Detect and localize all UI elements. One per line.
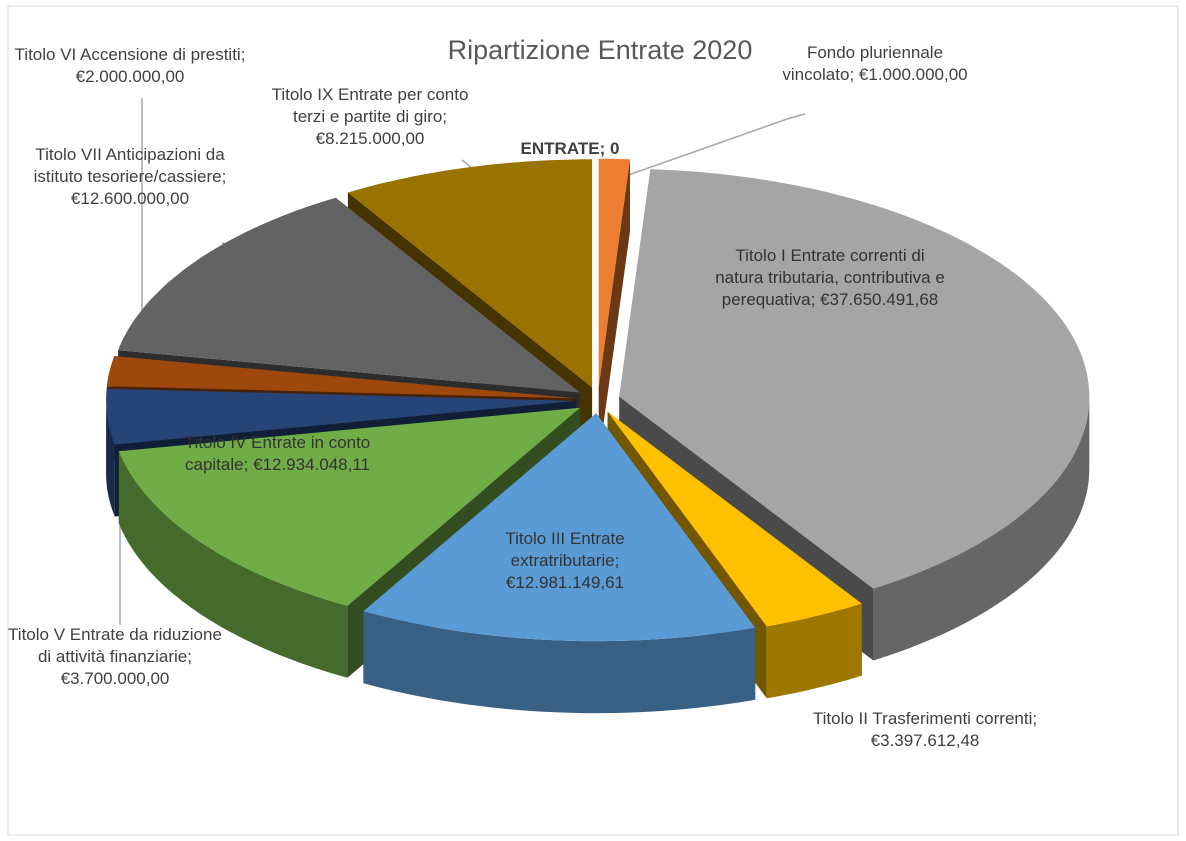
slice — [347, 159, 593, 388]
slice — [607, 411, 862, 627]
label-category: Titolo II Trasferimenti correnti — [812, 709, 1033, 728]
data-label-text: Titolo VII Anticipazioni da istituto tes… — [25, 144, 235, 210]
slice — [106, 356, 577, 399]
label-separator: ; — [221, 167, 227, 186]
slice — [106, 388, 577, 445]
label-separator: ; — [1032, 709, 1038, 728]
data-labels: ENTRATE; 0 Fondo pluriennale vincolato; €… — [5, 42, 1050, 752]
label-value: €12.600.000,00 — [70, 189, 190, 208]
data-label: Titolo IX Entrate per conto terzi e part… — [255, 84, 485, 150]
label-category: ENTRATE — [520, 139, 600, 158]
label-value: €3.397.612,48 — [870, 731, 980, 750]
data-label: Titolo III Entrate extratributarie; €12.… — [465, 528, 665, 594]
label-separator: ; — [240, 45, 246, 64]
data-label: ENTRATE; 0 — [500, 138, 640, 160]
slice-side — [118, 451, 348, 678]
data-label-text: Titolo IX Entrate per conto terzi e part… — [255, 84, 485, 150]
slice — [363, 413, 756, 642]
label-category: Titolo III Entrate extratributarie — [505, 529, 625, 570]
data-label-text: Titolo IV Entrate in conto capitale; €12… — [180, 432, 375, 476]
label-separator: ; — [442, 107, 448, 126]
chart-title: Ripartizione Entrate 2020 — [448, 35, 753, 65]
label-category: Fondo pluriennale vincolato — [782, 43, 944, 84]
label-category: Titolo IV Entrate in conto capitale — [184, 433, 371, 474]
data-label: Titolo V Entrate da riduzione di attivit… — [5, 624, 225, 690]
label-value: €2.000.000,00 — [75, 67, 185, 86]
data-label: Titolo VII Anticipazioni da istituto tes… — [25, 144, 235, 210]
slice — [118, 197, 580, 393]
slice-side — [598, 159, 630, 459]
leader-line — [619, 113, 806, 179]
label-category: Titolo VII Anticipazioni da istituto tes… — [33, 145, 225, 186]
label-value: 0 — [609, 139, 620, 158]
slice — [118, 407, 581, 606]
data-label: Titolo VI Accensione di prestiti; €2.000… — [5, 44, 255, 88]
slice-side — [873, 396, 1090, 661]
label-category: Titolo I Entrate correnti di natura trib… — [715, 246, 945, 309]
data-label-text: Titolo III Entrate extratributarie; €12.… — [465, 528, 665, 594]
label-separator: ; — [599, 139, 606, 158]
label-separator: ; — [849, 65, 855, 84]
label-value: €12.981.149,61 — [505, 573, 625, 592]
slice — [619, 169, 1090, 589]
data-label-text: Titolo V Entrate da riduzione di attivit… — [5, 624, 225, 690]
slice-side — [106, 400, 115, 517]
data-label-text: Titolo II Trasferimenti correnti; €3.397… — [800, 708, 1050, 752]
data-label: Fondo pluriennale vincolato; €1.000.000,… — [770, 42, 980, 86]
label-value: €3.700.000,00 — [60, 669, 170, 688]
slice-side — [766, 603, 862, 699]
slice-tops — [106, 158, 1090, 642]
label-value: €8.215.000,00 — [315, 129, 425, 148]
data-label-text: ENTRATE; 0 — [500, 138, 640, 160]
slice-side — [363, 611, 756, 714]
data-label-text: Titolo I Entrate correnti di natura trib… — [715, 245, 945, 311]
data-label-text: Fondo pluriennale vincolato; €1.000.000,… — [770, 42, 980, 86]
label-value: €12.934.048,11 — [253, 455, 370, 474]
label-value: €37.650.491,68 — [820, 290, 939, 309]
label-separator: ; — [810, 290, 816, 309]
label-separator: ; — [614, 551, 620, 570]
label-category: Titolo IX Entrate per conto terzi e part… — [271, 85, 469, 126]
label-separator: ; — [243, 455, 249, 474]
data-label: Titolo IV Entrate in conto capitale; €12… — [180, 432, 375, 476]
label-category: Titolo VI Accensione di prestiti — [14, 45, 241, 64]
data-label-text: Titolo VI Accensione di prestiti; €2.000… — [5, 44, 255, 88]
slice — [598, 158, 630, 387]
data-label: Titolo I Entrate correnti di natura trib… — [715, 245, 945, 311]
label-category: Titolo V Entrate da riduzione di attivit… — [8, 625, 222, 666]
label-value: €1.000.000,00 — [858, 65, 968, 84]
data-label: Titolo II Trasferimenti correnti; €3.397… — [800, 708, 1050, 752]
label-separator: ; — [187, 647, 193, 666]
